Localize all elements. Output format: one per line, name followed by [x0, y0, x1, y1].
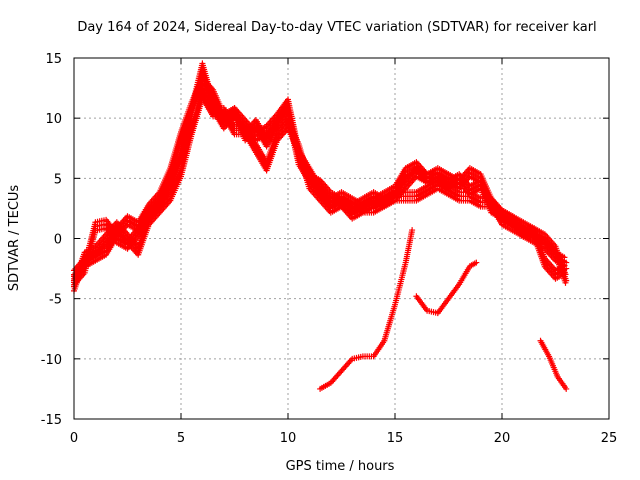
- x-tick-label: 0: [70, 431, 78, 446]
- data-point-track-3: [561, 262, 568, 269]
- y-tick-label: -5: [49, 293, 62, 308]
- y-tick-label: 10: [45, 112, 62, 127]
- y-tick-label: 0: [54, 233, 62, 248]
- x-tick-label: 15: [387, 431, 404, 446]
- y-tick-label: 5: [54, 172, 62, 187]
- x-tick-label: 20: [494, 431, 511, 446]
- x-tick-label: 10: [280, 431, 297, 446]
- data-point-track-5: [473, 259, 480, 266]
- data-point-track-2: [561, 254, 568, 261]
- x-tick-label: 5: [177, 431, 185, 446]
- y-axis-label: SDTVAR / TECUs: [7, 185, 22, 292]
- data-point-track-3: [563, 265, 570, 272]
- y-tick-label: 15: [45, 52, 62, 67]
- x-axis-label: GPS time / hours: [286, 459, 395, 474]
- tick-labels: 0 5 10 15 20 25 -15 -10 -5 0 5 10 15: [41, 52, 618, 446]
- data-point-track-1: [563, 277, 570, 284]
- data-points: [71, 60, 570, 392]
- y-tick-label: -10: [41, 353, 62, 368]
- grid: [74, 58, 609, 419]
- data-point-track-6: [563, 385, 570, 392]
- y-tick-label: -15: [41, 413, 62, 428]
- x-tick-label: 25: [601, 431, 618, 446]
- data-point-track-4: [409, 227, 416, 234]
- chart-title: Day 164 of 2024, Sidereal Day-to-day VTE…: [77, 20, 596, 35]
